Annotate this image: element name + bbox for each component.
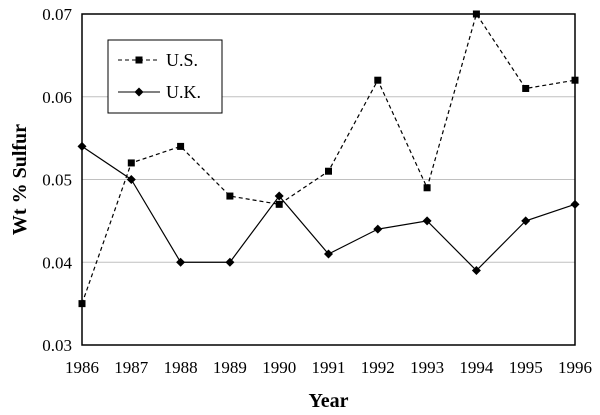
y-tick-label: 0.03 xyxy=(42,336,72,355)
series-layer xyxy=(77,10,580,308)
us-data-point xyxy=(374,76,382,84)
uk-data-point xyxy=(373,224,383,234)
y-axis-title: Wt % Sulfur xyxy=(9,124,31,235)
y-tick-label: 0.04 xyxy=(42,253,72,272)
x-tick-label: 1994 xyxy=(459,358,494,377)
uk-data-point xyxy=(77,141,87,151)
us-data-point xyxy=(522,84,530,92)
uk-data-point xyxy=(471,266,481,276)
x-axis-title: Year xyxy=(309,390,349,412)
legend-uk-diamond-marker xyxy=(134,87,144,97)
y-tick-label: 0.07 xyxy=(42,5,72,24)
uk-data-point xyxy=(570,199,580,209)
uk-data-point xyxy=(225,257,235,267)
uk-data-point xyxy=(274,191,284,201)
us-data-point xyxy=(226,192,234,200)
us-data-point xyxy=(325,167,332,175)
x-tick-label: 1989 xyxy=(213,358,247,377)
uk-data-point xyxy=(324,249,333,259)
us-data-point xyxy=(275,200,283,208)
gridlines xyxy=(82,96,575,263)
uk-data-point xyxy=(176,257,186,267)
x-tick-label: 1990 xyxy=(262,358,296,377)
uk-data-point xyxy=(422,216,432,226)
x-tick-label: 1991 xyxy=(312,358,346,377)
x-tick-label: 1996 xyxy=(558,358,592,377)
legend: U.S. U.K. xyxy=(107,39,223,114)
x-tick-label: 1988 xyxy=(164,358,198,377)
x-tick-label: 1993 xyxy=(410,358,444,377)
legend-us-square-marker xyxy=(135,56,143,64)
us-data-point xyxy=(472,10,480,18)
x-tick-label: 1992 xyxy=(361,358,395,377)
y-axis-tick-labels: 0.03 0.04 0.05 0.06 0.07 xyxy=(42,5,72,355)
us-data-point xyxy=(127,159,135,167)
us-data-point xyxy=(571,76,579,84)
us-data-point xyxy=(423,184,431,192)
legend-box xyxy=(107,39,223,114)
uk-data-point xyxy=(126,175,136,184)
y-tick-label: 0.06 xyxy=(42,88,72,107)
x-tick-label: 1986 xyxy=(65,358,99,377)
x-tick-label: 1987 xyxy=(114,358,149,377)
us-data-point xyxy=(177,142,185,150)
legend-us-label: U.S. xyxy=(166,50,198,70)
uk-data-point xyxy=(521,216,531,226)
x-tick-label: 1995 xyxy=(509,358,543,377)
plot-area-frame xyxy=(81,13,576,346)
y-tick-label: 0.05 xyxy=(42,171,72,190)
legend-uk-label: U.K. xyxy=(166,82,201,102)
us-data-point xyxy=(78,300,86,308)
x-axis-tick-labels: 1986 1987 1988 1989 1990 1991 1992 1993 1994 1995… xyxy=(65,358,592,377)
